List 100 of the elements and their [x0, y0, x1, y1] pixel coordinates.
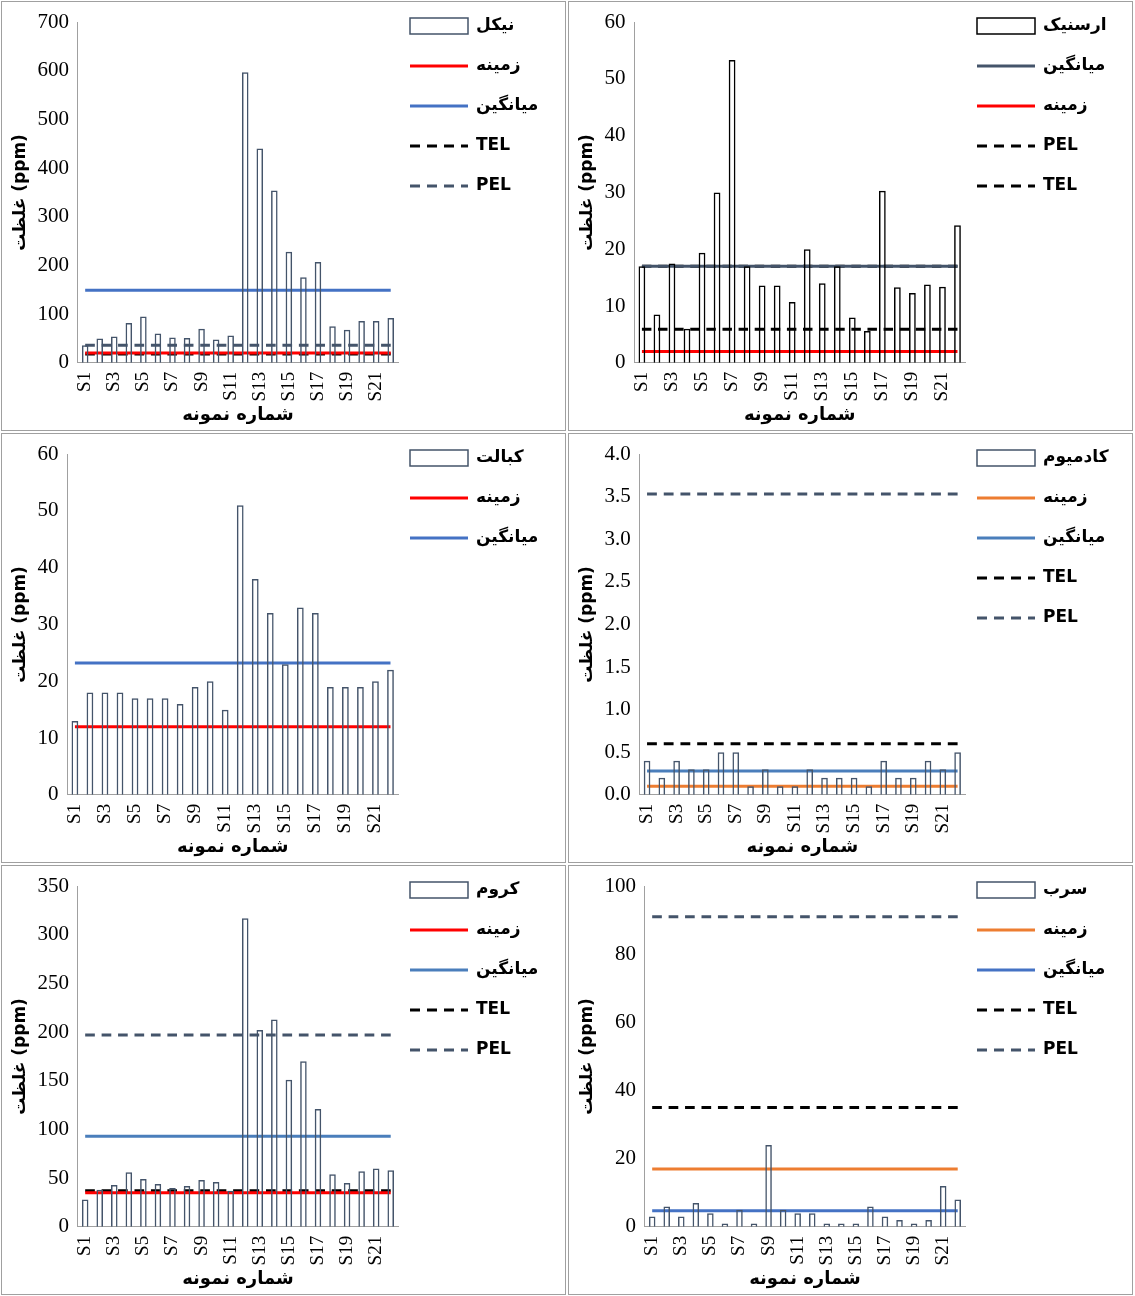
- y-axis-title: غلظت (ppm): [575, 566, 596, 683]
- x-tick-label: S11: [785, 1235, 807, 1265]
- x-tick-label: S19: [335, 1235, 357, 1266]
- x-axis-title: شماره نمونه: [182, 402, 294, 425]
- x-tick-label: S13: [243, 803, 265, 834]
- y-tick-label: 200: [37, 1018, 69, 1043]
- y-tick-label: 40: [37, 554, 59, 579]
- x-tick-label: S9: [189, 371, 211, 392]
- y-tick-label: 1.5: [604, 653, 631, 678]
- y-tick-label: 350: [37, 872, 69, 897]
- legend-label: زمینه: [1043, 486, 1088, 507]
- legend-label: PEL: [476, 174, 512, 195]
- y-tick-label: 50: [47, 1164, 69, 1189]
- x-tick-label: S1: [73, 1235, 95, 1256]
- legend-label: میانگین: [476, 958, 539, 980]
- y-axis-title: غلظت (ppm): [575, 134, 596, 251]
- x-tick-label: S7: [723, 803, 745, 824]
- x-tick-label: S19: [333, 803, 355, 834]
- x-tick-label: S17: [870, 371, 892, 402]
- y-tick-label: 250: [37, 969, 69, 994]
- x-tick-label: S7: [720, 371, 742, 392]
- x-tick-label: S17: [305, 1235, 327, 1266]
- legend-label: زمینه: [476, 486, 521, 507]
- x-tick-label: S11: [213, 803, 235, 833]
- y-tick-label: 100: [604, 872, 636, 897]
- x-axis-title: شماره نمونه: [749, 1266, 861, 1289]
- x-tick-label: S17: [305, 371, 327, 402]
- x-tick-label: S5: [690, 371, 712, 392]
- x-tick-label: S11: [218, 371, 240, 401]
- x-tick-label: S15: [273, 803, 295, 834]
- x-tick-label: S7: [727, 1235, 749, 1256]
- x-tick-label: S13: [810, 371, 832, 402]
- y-axis-title: غلظت (ppm): [8, 998, 29, 1115]
- y-tick-label: 700: [37, 8, 69, 33]
- x-tick-label: S17: [871, 803, 893, 834]
- y-tick-label: 3.5: [604, 483, 631, 508]
- x-tick-label: S1: [73, 371, 95, 392]
- x-tick-label: S11: [218, 1235, 240, 1265]
- y-tick-label: 300: [37, 203, 69, 228]
- x-tick-label: S1: [635, 803, 657, 824]
- x-tick-label: S7: [160, 371, 182, 392]
- y-tick-label: 600: [37, 57, 69, 82]
- y-tick-label: 2.0: [604, 610, 631, 635]
- x-tick-label: S7: [153, 803, 175, 824]
- x-tick-label: S17: [872, 1235, 894, 1266]
- x-tick-label: S13: [247, 371, 269, 402]
- x-tick-label: S15: [843, 1235, 865, 1266]
- y-tick-label: 40: [614, 1077, 636, 1102]
- x-tick-label: S9: [753, 803, 775, 824]
- x-tick-label: S17: [303, 803, 325, 834]
- x-tick-label: S7: [160, 1235, 182, 1256]
- y-tick-label: 40: [604, 122, 626, 147]
- y-tick-label: 50: [604, 65, 626, 90]
- x-tick-label: S1: [629, 371, 651, 392]
- legend-label: میانگین: [1043, 54, 1106, 76]
- x-tick-label: S21: [363, 803, 385, 834]
- x-tick-label: S21: [930, 371, 952, 402]
- x-tick-label: S9: [189, 1235, 211, 1256]
- y-tick-label: 2.5: [604, 568, 631, 593]
- x-axis-title: شماره نمونه: [746, 834, 859, 857]
- legend-label: TEL: [476, 134, 511, 155]
- legend-label: سرب: [1043, 878, 1088, 900]
- legend-label: PEL: [1043, 134, 1079, 155]
- x-tick-label: S15: [842, 803, 864, 834]
- x-tick-label: S13: [247, 1235, 269, 1266]
- legend-label: کبالت: [476, 446, 524, 467]
- x-tick-label: S5: [123, 803, 145, 824]
- x-tick-label: S5: [131, 1235, 153, 1256]
- legend-label: زمینه: [476, 918, 521, 939]
- x-tick-label: S19: [335, 371, 357, 402]
- y-tick-label: 0.5: [604, 738, 631, 763]
- legend-label: میانگین: [476, 94, 539, 116]
- y-tick-label: 30: [37, 610, 59, 635]
- y-tick-label: 3.0: [604, 525, 631, 550]
- y-tick-label: 0.0: [604, 781, 631, 806]
- x-tick-label: S9: [750, 371, 772, 392]
- y-tick-label: 0: [47, 781, 59, 806]
- y-tick-label: 50: [37, 497, 59, 522]
- y-axis-title: غلظت (ppm): [8, 566, 29, 683]
- legend-label: TEL: [476, 998, 511, 1019]
- legend-label: TEL: [1043, 174, 1078, 195]
- x-tick-label: S3: [669, 1235, 691, 1256]
- y-tick-label: 20: [614, 1145, 636, 1170]
- x-tick-label: S5: [698, 1235, 720, 1256]
- y-axis-title: غلظت (ppm): [575, 998, 596, 1115]
- y-tick-label: 300: [37, 921, 69, 946]
- y-tick-label: 60: [37, 440, 59, 465]
- legend-label: زمینه: [476, 54, 521, 75]
- y-tick-label: 0: [625, 1213, 636, 1238]
- x-tick-label: S5: [694, 803, 716, 824]
- y-tick-label: 4.0: [604, 440, 631, 465]
- x-tick-label: S19: [901, 803, 923, 834]
- legend-label: PEL: [476, 1038, 512, 1059]
- legend-label: TEL: [1043, 566, 1078, 587]
- y-tick-label: 100: [37, 1115, 69, 1140]
- y-tick-label: 1.0: [604, 696, 631, 721]
- x-tick-label: S3: [659, 371, 681, 392]
- legend-label: ارسنیک: [1043, 14, 1107, 35]
- x-tick-label: S3: [92, 803, 114, 824]
- x-tick-label: S1: [640, 1235, 662, 1256]
